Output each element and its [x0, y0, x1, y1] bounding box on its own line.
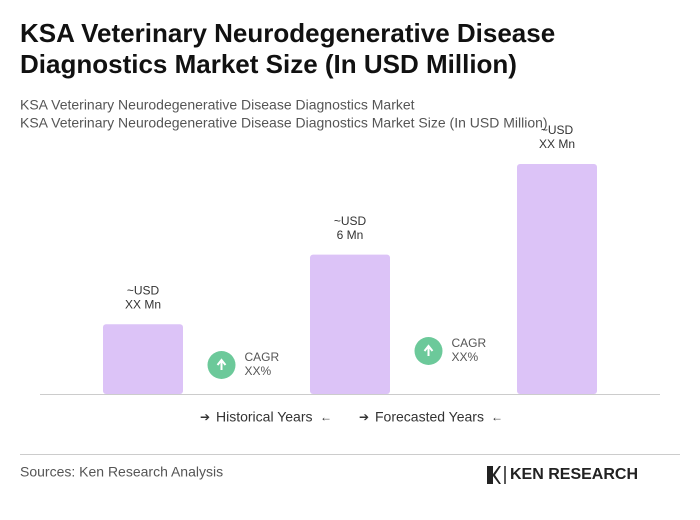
bar: [517, 164, 597, 394]
cagr-label: CAGR: [245, 350, 280, 364]
logo: KEN RESEARCH: [510, 466, 638, 483]
data-label: ~USD: [541, 123, 574, 137]
legend-arrow: ←: [491, 410, 503, 424]
chart-title: Diagnostics Market Size (In USD Million): [20, 49, 517, 79]
legend-label: Historical Years: [216, 409, 313, 425]
legend-arrow: ➔: [200, 410, 210, 424]
cagr-arrow: [216, 358, 227, 370]
bar: [310, 254, 390, 394]
cagr-label: XX%: [452, 350, 479, 364]
cagr-arrow: [423, 344, 434, 356]
logo-icon: [487, 466, 506, 484]
legend-arrow: ←: [320, 410, 332, 424]
subtitle: KSA Veterinary Neurodegenerative Disease…: [20, 115, 548, 131]
subtitle: KSA Veterinary Neurodegenerative Disease…: [20, 97, 415, 113]
cagr-label: XX%: [245, 364, 272, 378]
legend-label: Forecasted Years: [375, 409, 484, 425]
data-label: ~USD: [127, 283, 160, 297]
bar: [103, 324, 183, 394]
data-label: XX Mn: [539, 137, 575, 151]
source: Sources: Ken Research Analysis: [20, 464, 223, 480]
data-label: XX Mn: [125, 297, 161, 311]
cagr-label: CAGR: [452, 336, 487, 350]
chart-title: KSA Veterinary Neurodegenerative Disease: [20, 18, 555, 48]
legend-arrow: ➔: [359, 410, 369, 424]
data-label: ~USD: [334, 214, 367, 228]
data-label: 6 Mn: [337, 228, 364, 242]
